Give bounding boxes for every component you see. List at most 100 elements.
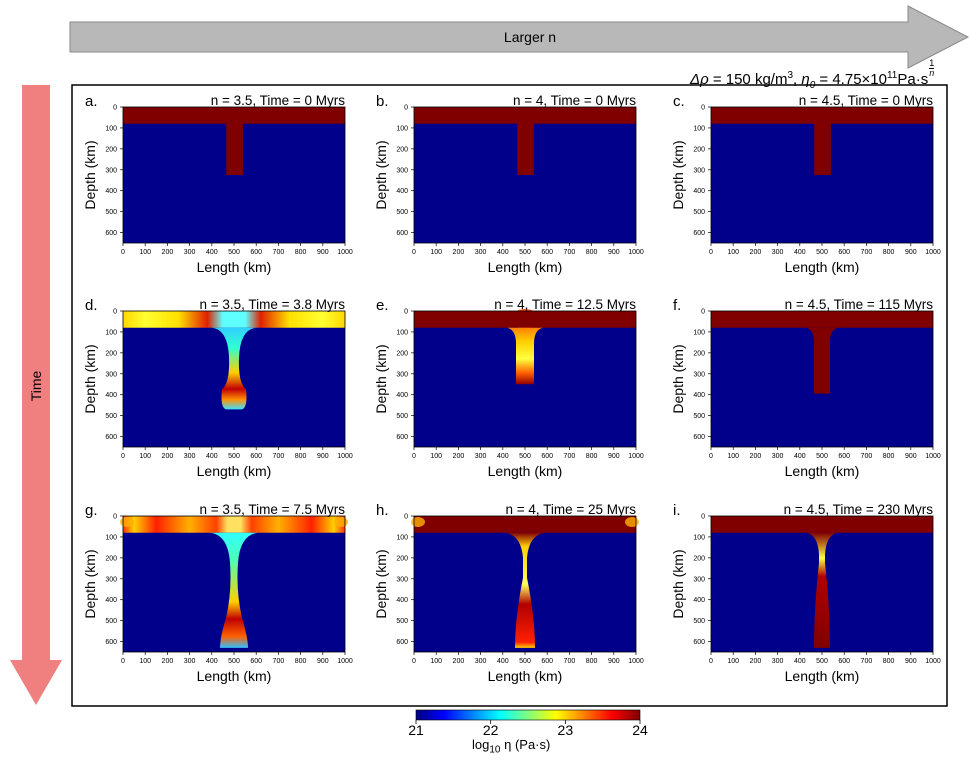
y-tick-label: 300 <box>396 371 408 378</box>
y-tick-label: 400 <box>105 188 117 195</box>
x-tick-label: 500 <box>228 453 240 460</box>
slab-region <box>505 532 545 648</box>
x-tick-label: 400 <box>794 249 806 256</box>
x-tick-label: 900 <box>608 658 620 665</box>
x-tick-label: 300 <box>184 658 196 665</box>
x-tick-label: 800 <box>883 453 895 460</box>
y-tick-label: 400 <box>396 188 408 195</box>
y-tick-label: 500 <box>396 618 408 625</box>
y-tick-label: 0 <box>404 105 408 112</box>
y-tick-label: 0 <box>113 514 117 521</box>
x-tick-label: 300 <box>772 453 784 460</box>
x-tick-label: 500 <box>519 453 531 460</box>
y-axis-label: Depth (km) <box>670 549 686 618</box>
x-tick-label: 700 <box>564 453 576 460</box>
panel-title: n = 4, Time = 12.5 Myrs <box>494 297 636 312</box>
y-tick-label: 0 <box>404 309 408 316</box>
slab-region <box>226 122 243 175</box>
y-tick-label: 200 <box>105 555 117 562</box>
y-tick-label: 500 <box>105 618 117 625</box>
y-tick-label: 200 <box>396 350 408 357</box>
x-tick-label: 700 <box>861 658 873 665</box>
plate-region <box>711 311 933 328</box>
x-tick-label: 200 <box>453 453 465 460</box>
x-tick-label: 700 <box>564 658 576 665</box>
x-axis-label: Length (km) <box>785 668 860 684</box>
colorbar: 21 22 23 24 <box>408 709 648 738</box>
x-tick-label: 700 <box>564 249 576 256</box>
x-tick-label: 100 <box>139 249 151 256</box>
x-tick-label: 900 <box>317 249 329 256</box>
colorbar-tick-label: 24 <box>632 722 648 738</box>
y-tick-label: 600 <box>693 639 705 646</box>
x-tick-label: 400 <box>794 453 806 460</box>
slab-region <box>507 327 543 385</box>
x-tick-label: 100 <box>727 249 739 256</box>
panel-h: 0 100 200 300 400 500 600 700 800 900 1000 0 100 200 3… <box>373 502 644 684</box>
y-tick-label: 600 <box>105 230 117 237</box>
x-tick-label: 400 <box>497 453 509 460</box>
eta-exp: 11 <box>886 70 898 81</box>
panel-d: 0 100 200 300 400 500 600 700 800 900 1000 0 100 200 3… <box>82 297 353 479</box>
plate-region <box>123 516 345 533</box>
x-tick-label: 0 <box>412 453 416 460</box>
y-tick-label: 300 <box>396 167 408 174</box>
plate-region <box>711 107 933 124</box>
y-tick-label: 300 <box>693 371 705 378</box>
x-tick-label: 900 <box>905 249 917 256</box>
y-tick-label: 300 <box>396 576 408 583</box>
y-tick-label: 100 <box>396 125 408 132</box>
x-tick-label: 600 <box>541 658 553 665</box>
y-axis-label: Depth (km) <box>82 344 98 413</box>
y-tick-label: 0 <box>113 309 117 316</box>
y-tick-label: 100 <box>105 125 117 132</box>
slab-region <box>212 327 256 410</box>
delta-rho-symbol: Δρ <box>690 71 709 88</box>
x-tick-label: 500 <box>228 658 240 665</box>
y-tick-label: 0 <box>113 105 117 112</box>
panel-title: n = 4.5, Time = 115 Myrs <box>785 297 934 312</box>
x-tick-label: 300 <box>184 453 196 460</box>
x-tick-label: 1000 <box>925 249 941 256</box>
y-tick-label: 100 <box>105 534 117 541</box>
x-tick-label: 800 <box>295 249 307 256</box>
x-tick-label: 500 <box>816 453 828 460</box>
x-tick-label: 100 <box>430 249 442 256</box>
panel-title: n = 4, Time = 25 Myrs <box>505 502 636 517</box>
x-tick-label: 0 <box>709 453 713 460</box>
x-tick-label: 600 <box>250 453 262 460</box>
x-tick-label: 800 <box>586 453 598 460</box>
x-tick-label: 200 <box>162 249 174 256</box>
x-tick-label: 800 <box>883 249 895 256</box>
x-tick-label: 600 <box>250 249 262 256</box>
x-tick-label: 0 <box>709 658 713 665</box>
x-tick-label: 0 <box>412 249 416 256</box>
colorbar-label: log10 η (Pa·s) <box>472 737 550 756</box>
y-tick-label: 200 <box>693 146 705 153</box>
x-tick-label: 600 <box>250 658 262 665</box>
y-axis-label: Depth (km) <box>82 140 98 209</box>
y-tick-label: 400 <box>693 392 705 399</box>
x-tick-label: 600 <box>838 658 850 665</box>
y-tick-label: 400 <box>396 597 408 604</box>
eta-symbol: η <box>801 71 810 88</box>
frac-num: 1 <box>929 58 935 69</box>
colorbar-label-suffix: η (Pa·s) <box>500 737 551 752</box>
x-tick-label: 700 <box>273 658 285 665</box>
larger-n-label: Larger n <box>504 29 556 45</box>
panel-letter: b. <box>376 93 389 110</box>
x-tick-label: 1000 <box>925 658 941 665</box>
edge-hot-spot <box>625 517 639 527</box>
x-tick-label: 1000 <box>628 249 644 256</box>
x-tick-label: 500 <box>816 249 828 256</box>
x-tick-label: 100 <box>430 658 442 665</box>
eta-value: = 4.75×10 <box>815 71 887 88</box>
x-tick-label: 0 <box>121 249 125 256</box>
y-tick-label: 200 <box>693 555 705 562</box>
x-tick-label: 1000 <box>337 658 353 665</box>
x-tick-label: 100 <box>430 453 442 460</box>
x-tick-label: 0 <box>412 658 416 665</box>
x-tick-label: 100 <box>139 453 151 460</box>
x-tick-label: 1000 <box>628 658 644 665</box>
y-tick-label: 100 <box>396 534 408 541</box>
